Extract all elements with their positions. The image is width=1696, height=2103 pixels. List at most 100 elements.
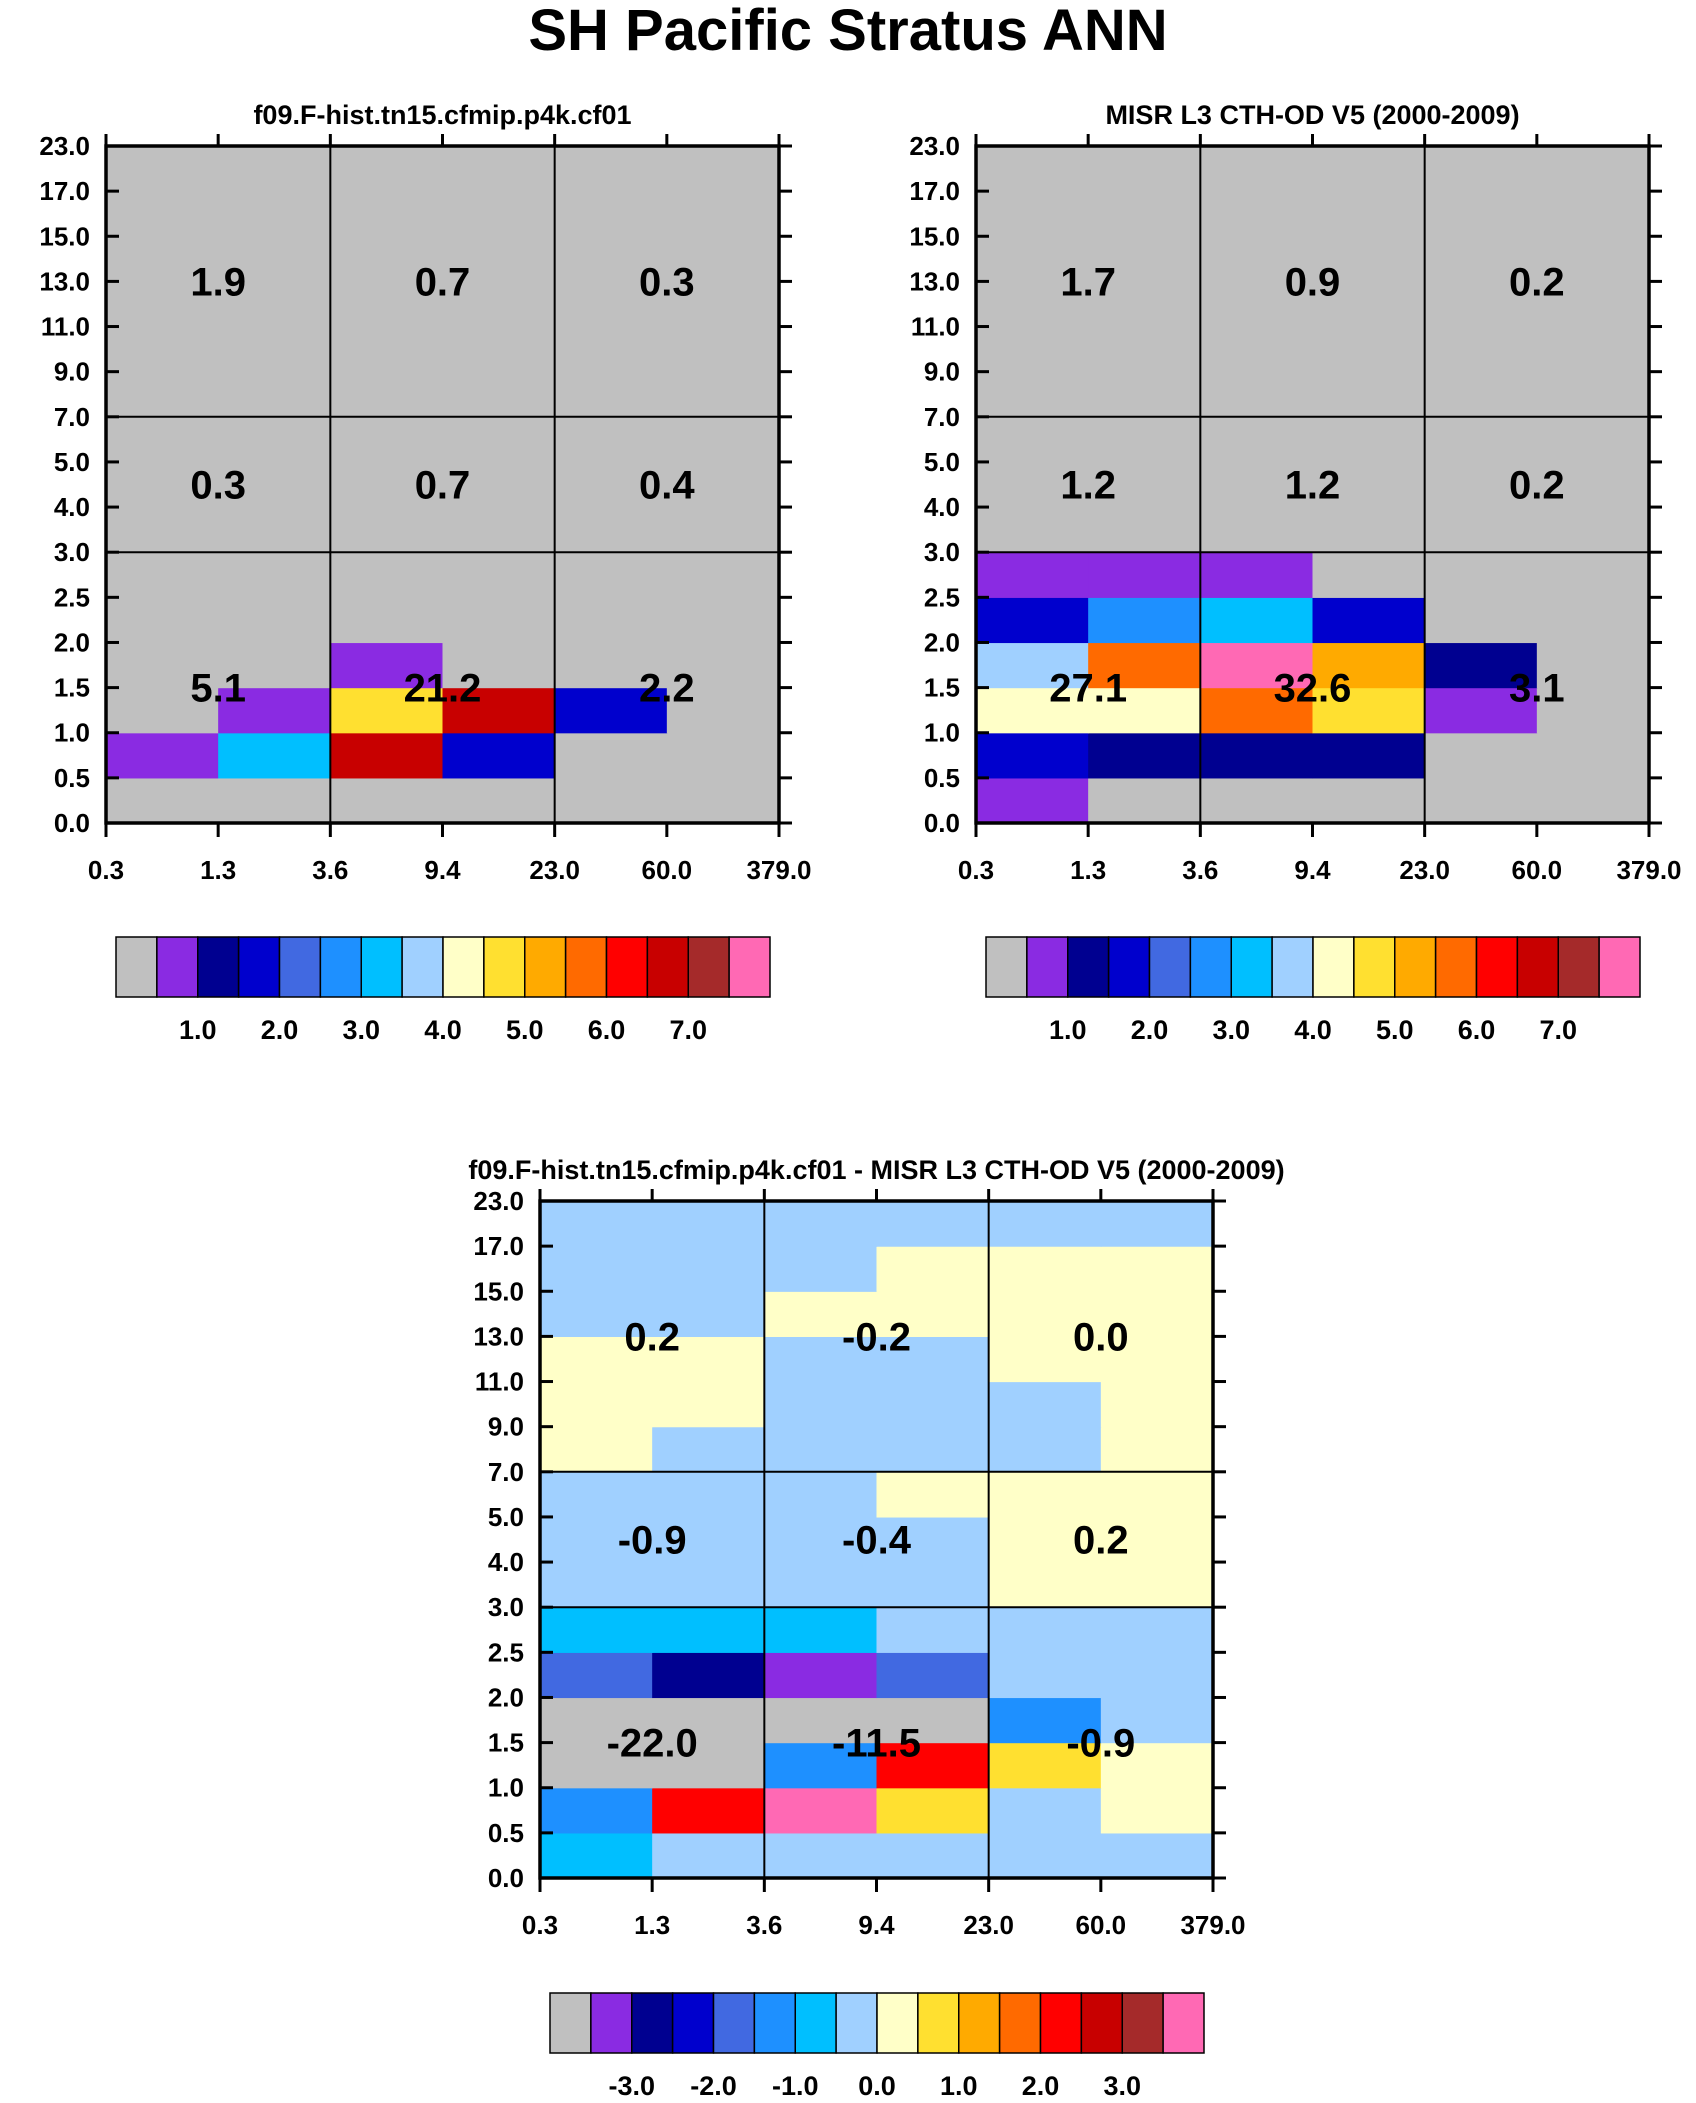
heatmap-cell: [1312, 732, 1426, 779]
heatmap-cell: [988, 1246, 1102, 1292]
x-tick-label: 1.3: [1070, 855, 1106, 885]
group-value-label: 1.2: [1060, 464, 1116, 508]
group-value-label: 1.7: [1060, 260, 1116, 304]
colorbar-label: 6.0: [1458, 1015, 1496, 1045]
heatmap-cell: [1088, 371, 1201, 418]
heatmap-cell: [988, 1787, 1102, 1834]
x-tick-label: 60.0: [642, 855, 693, 885]
heatmap-cell: [1088, 642, 1201, 689]
heatmap-cell: [988, 1742, 1102, 1789]
heatmap-cell: [106, 416, 219, 463]
heatmap-cell: [540, 1562, 653, 1608]
heatmap-cell: [218, 597, 331, 644]
heatmap-cell: [976, 236, 1089, 282]
heatmap-cell: [1100, 1201, 1214, 1247]
heatmap-cell: [540, 1246, 653, 1292]
colorbar-box: [1434, 936, 1478, 998]
colorbar-box: [1080, 1992, 1123, 2054]
heatmap-cell: [106, 236, 219, 282]
y-tick-label: 1.5: [488, 1728, 524, 1758]
heatmap-cell: [666, 552, 780, 598]
heatmap-cell: [442, 507, 556, 553]
colorbar-box: [1230, 936, 1273, 998]
y-tick-label: 1.5: [924, 673, 960, 703]
heatmap-cell: [666, 732, 780, 779]
heatmap-cell: [106, 687, 219, 734]
heatmap-cell: [330, 281, 444, 328]
colorbar-box: [1189, 936, 1232, 998]
heatmap-cell: [218, 236, 331, 282]
heatmap-cell: [218, 552, 331, 598]
heatmap-cell: [442, 236, 556, 282]
group-value-label: 1.2: [1285, 464, 1341, 508]
heatmap-cell: [1424, 687, 1538, 734]
heatmap-cell: [1200, 461, 1314, 508]
heatmap-cell: [540, 1607, 653, 1653]
heatmap-cell: [218, 191, 331, 237]
heatmap-cell: [1312, 687, 1426, 734]
heatmap-cell: [540, 1426, 653, 1473]
heatmap-cell: [330, 687, 444, 734]
heatmap-cell: [652, 1381, 765, 1428]
heatmap-cell: [652, 1426, 765, 1473]
colorbar-box: [835, 1992, 878, 2054]
heatmap-cell: [876, 1471, 990, 1518]
y-tick-label: 0.5: [488, 1818, 524, 1848]
colorbar-box: [1516, 936, 1559, 998]
heatmap-cell: [1536, 416, 1650, 463]
heatmap-cell: [1424, 552, 1538, 598]
heatmap-cell: [1536, 236, 1650, 282]
heatmap-cell: [330, 642, 444, 689]
heatmap-cell: [652, 1291, 765, 1337]
y-tick-label: 2.5: [488, 1637, 524, 1667]
heatmap-cell: [554, 281, 668, 328]
y-tick-label: 15.0: [473, 1276, 524, 1306]
heatmap-cell: [652, 1336, 765, 1383]
heatmap-cell: [330, 597, 444, 644]
heatmap-cell: [1424, 461, 1538, 508]
heatmap-cell: [976, 371, 1089, 418]
heatmap-cell: [1200, 597, 1314, 644]
group-value-label: -11.5: [832, 1722, 921, 1766]
colorbar-label: -3.0: [608, 2071, 655, 2101]
group-value-label: -0.4: [842, 1519, 912, 1563]
heatmap-cell: [1424, 146, 1538, 192]
group-value-label: 0.2: [1509, 260, 1565, 304]
heatmap-cell: [876, 1291, 990, 1337]
heatmap-cell: [876, 1697, 990, 1744]
colorbar-label: 3.0: [1212, 1015, 1250, 1045]
heatmap-cell: [1536, 326, 1650, 373]
heatmap-cell: [976, 461, 1089, 508]
colorbar-box: [524, 936, 567, 998]
heatmap-cell: [976, 597, 1089, 644]
heatmap-cell: [876, 1426, 990, 1473]
heatmap-cell: [1088, 191, 1201, 237]
colorbar-box: [360, 936, 403, 998]
colorbar-box: [998, 1992, 1042, 2054]
heatmap-cell: [988, 1291, 1102, 1337]
heatmap-cell: [106, 146, 219, 192]
group-value-label: 0.2: [1073, 1519, 1129, 1563]
heatmap-cell: [876, 1787, 990, 1834]
heatmap-cell: [1100, 1471, 1214, 1518]
heatmap-cell: [1424, 507, 1538, 553]
heatmap-cell: [442, 732, 556, 779]
y-tick-label: 17.0: [473, 1231, 524, 1261]
colorbar-box: [1026, 936, 1069, 998]
colorbar-box: [1067, 936, 1110, 998]
y-tick-label: 15.0: [39, 221, 90, 251]
heatmap-cell: [1536, 371, 1650, 418]
heatmap-cell: [1088, 687, 1201, 734]
y-tick-label: 11.0: [911, 312, 960, 342]
heatmap-cell: [764, 1426, 878, 1473]
heatmap-cell: [666, 777, 780, 824]
colorbar-box: [115, 936, 158, 998]
y-tick-label: 3.0: [924, 537, 960, 567]
colorbar-label: 5.0: [1376, 1015, 1414, 1045]
group-value-label: 5.1: [190, 667, 246, 711]
heatmap-cell: [106, 642, 219, 689]
y-tick-label: 9.0: [488, 1412, 524, 1442]
y-tick-label: 0.5: [54, 763, 90, 793]
heatmap-cell: [652, 1201, 765, 1247]
